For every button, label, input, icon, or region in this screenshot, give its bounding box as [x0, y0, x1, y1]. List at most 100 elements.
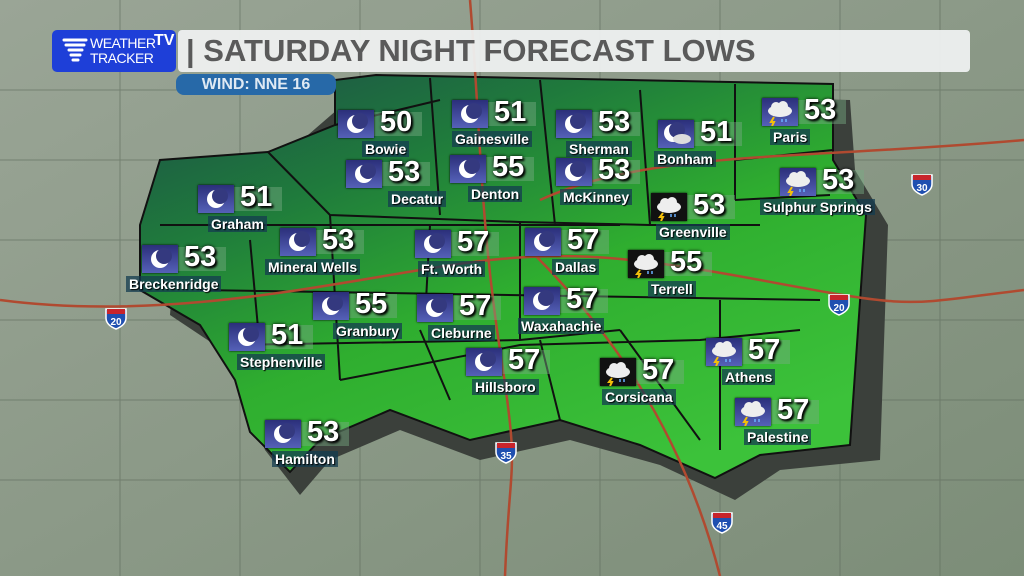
temperature: 53 — [598, 154, 631, 186]
moon-icon — [280, 228, 316, 256]
temp-strip — [798, 100, 846, 124]
temp-strip — [592, 112, 640, 136]
temperature: 53 — [804, 94, 837, 126]
moon-icon — [417, 294, 453, 322]
temp-strip — [664, 252, 712, 276]
temperature: 53 — [322, 224, 355, 256]
temp-strip — [816, 170, 864, 194]
temperature: 53 — [307, 416, 340, 448]
thunderstorm-night-icon — [651, 193, 687, 222]
temp-strip — [453, 296, 501, 320]
city-label: Terrell — [648, 281, 696, 297]
logo-tv: TV — [154, 32, 175, 49]
city-label: McKinney — [560, 189, 633, 205]
moon-icon — [265, 420, 301, 448]
temperature: 57 — [777, 394, 810, 426]
header-bar — [178, 30, 970, 72]
city-label: Granbury — [333, 323, 403, 339]
wind-badge: WIND: NNE 16 — [176, 74, 336, 95]
city-label: Sherman — [566, 141, 632, 157]
temperature: 53 — [598, 106, 631, 138]
temperature: 57 — [642, 354, 675, 386]
temp-strip — [178, 247, 226, 271]
interstate-35-shield: 35 — [494, 440, 518, 464]
city-label: Hamilton — [272, 451, 338, 467]
logo-line2: TRACKER — [90, 50, 154, 66]
moon-icon — [346, 160, 382, 188]
moon-icon — [415, 230, 451, 258]
temp-strip — [382, 162, 430, 186]
thunderstorm-icon — [706, 338, 742, 367]
svg-text:20: 20 — [110, 317, 122, 328]
temp-strip — [265, 325, 313, 349]
interstate-20-shield: 20 — [827, 292, 851, 316]
moon-icon — [556, 158, 592, 186]
temp-strip — [349, 294, 397, 318]
svg-text:30: 30 — [916, 183, 928, 194]
page-title: | SATURDAY NIGHT FORECAST LOWS — [186, 33, 756, 68]
temp-strip — [560, 289, 608, 313]
temperature: 55 — [355, 288, 388, 320]
thunderstorm-night-icon — [600, 358, 636, 387]
temp-strip — [486, 157, 534, 181]
temp-strip — [771, 400, 819, 424]
city-label: Stephenville — [237, 354, 326, 370]
temperature: 53 — [693, 189, 726, 221]
temperature: 57 — [508, 344, 541, 376]
svg-text:20: 20 — [833, 303, 845, 314]
city-label: Palestine — [744, 429, 812, 445]
city-label: Waxahachie — [518, 318, 605, 334]
thunderstorm-icon — [762, 98, 798, 127]
temperature: 53 — [822, 164, 855, 196]
city-label: Graham — [208, 216, 267, 232]
temperature: 57 — [567, 224, 600, 256]
temp-strip — [316, 230, 364, 254]
temp-strip — [694, 122, 742, 146]
moon-icon — [338, 110, 374, 138]
city-label: Sulphur Springs — [760, 199, 875, 215]
city-label: Greenville — [656, 224, 730, 240]
moon-icon — [452, 100, 488, 128]
temp-strip — [488, 102, 536, 126]
temperature: 53 — [388, 156, 421, 188]
interstate-20-shield: 20 — [104, 306, 128, 330]
partly-cloudy-night-icon — [658, 120, 694, 148]
moon-icon — [524, 287, 560, 315]
temperature: 57 — [457, 226, 490, 258]
temperature: 53 — [184, 241, 217, 273]
temp-strip — [742, 340, 790, 364]
temperature: 57 — [748, 334, 781, 366]
weather-tracker-logo: WEATHER TRACKER TV — [52, 30, 176, 72]
temp-strip — [374, 112, 422, 136]
temperature: 51 — [271, 319, 304, 351]
city-label: Bonham — [654, 151, 716, 167]
interstate-30-shield: 30 — [910, 172, 934, 196]
temperature: 51 — [240, 181, 273, 213]
temp-strip — [451, 232, 499, 256]
city-label: Ft. Worth — [418, 261, 486, 277]
temp-strip — [502, 350, 550, 374]
city-label: Denton — [468, 186, 523, 202]
interstate-45-shield: 45 — [710, 510, 734, 534]
thunderstorm-icon — [780, 168, 816, 197]
svg-text:45: 45 — [716, 521, 728, 532]
city-label: Decatur — [388, 191, 447, 207]
city-label: Dallas — [552, 259, 600, 275]
city-label: Paris — [770, 129, 811, 145]
moon-icon — [525, 228, 561, 256]
city-label: Bowie — [362, 141, 410, 157]
city-label: Mineral Wells — [265, 259, 361, 275]
temperature: 51 — [494, 96, 527, 128]
temperature: 55 — [670, 246, 703, 278]
moon-icon — [142, 245, 178, 273]
moon-icon — [556, 110, 592, 138]
temp-strip — [561, 230, 609, 254]
city-label: Hillsboro — [472, 379, 539, 395]
city-label: Cleburne — [428, 325, 495, 341]
temperature: 57 — [459, 290, 492, 322]
moon-icon — [466, 348, 502, 376]
logo-line1: WEATHER — [90, 35, 156, 51]
moon-icon — [229, 323, 265, 351]
thunderstorm-icon — [735, 398, 771, 427]
moon-icon — [313, 292, 349, 320]
